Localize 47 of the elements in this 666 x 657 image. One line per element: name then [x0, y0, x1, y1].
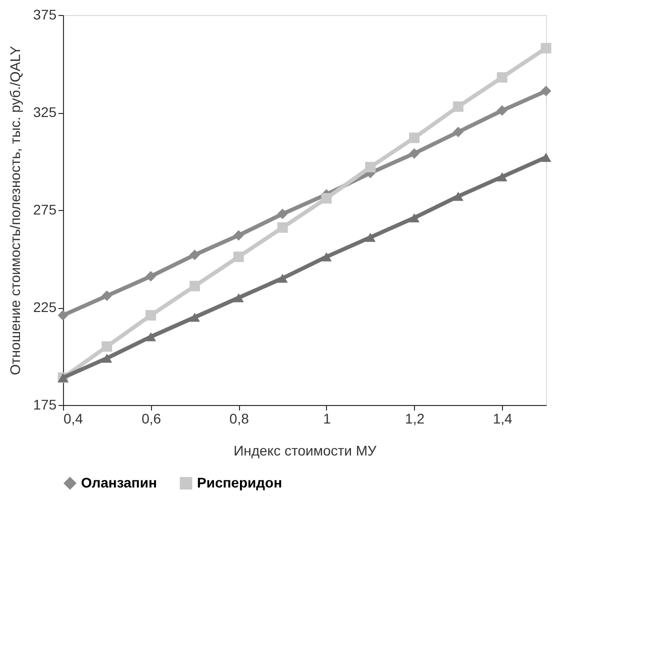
point [189, 312, 200, 322]
point [146, 332, 156, 342]
point [102, 354, 112, 363]
point [102, 341, 112, 352]
y-tick-label: 375 [33, 6, 57, 22]
point [540, 152, 552, 162]
point [540, 42, 552, 54]
point [189, 280, 200, 292]
point [452, 126, 464, 138]
y-tick-label: 175 [33, 396, 57, 412]
point [321, 193, 332, 204]
legend-label: Оланзапин [81, 474, 157, 490]
point [409, 213, 420, 222]
point [277, 208, 288, 220]
point [233, 230, 244, 241]
point [189, 250, 200, 260]
y-tick-label: 225 [33, 299, 57, 315]
x-tick-label: 0,6 [142, 410, 162, 426]
point [365, 162, 376, 172]
x-tick-label: 0,8 [229, 410, 250, 426]
point [102, 290, 112, 302]
point [496, 105, 508, 116]
point [496, 72, 508, 83]
point [58, 310, 68, 321]
point [233, 293, 244, 302]
point [540, 86, 552, 96]
point [452, 101, 464, 112]
y-axis-title: Отношение стоимость/полезность, тыс. руб./QALY [7, 45, 24, 376]
x-tick-label: 1 [323, 410, 332, 426]
point [233, 252, 244, 262]
y-tick-label: 325 [33, 104, 57, 120]
point [277, 274, 288, 283]
point [409, 132, 420, 144]
x-tick-label: 1,2 [405, 410, 425, 426]
x-tick-label: 0,4 [64, 410, 84, 426]
point [496, 172, 508, 182]
legend-label: Рисперидон [197, 474, 282, 490]
point [146, 310, 156, 321]
y-tick-label: 275 [33, 202, 57, 218]
point [321, 252, 332, 262]
point [277, 222, 288, 233]
point [409, 148, 420, 159]
point [146, 271, 156, 282]
x-tick-label: 1,4 [492, 410, 513, 426]
point [365, 232, 376, 242]
x-axis-title: Индекс стоимости МУ [234, 442, 377, 458]
point [452, 192, 464, 201]
